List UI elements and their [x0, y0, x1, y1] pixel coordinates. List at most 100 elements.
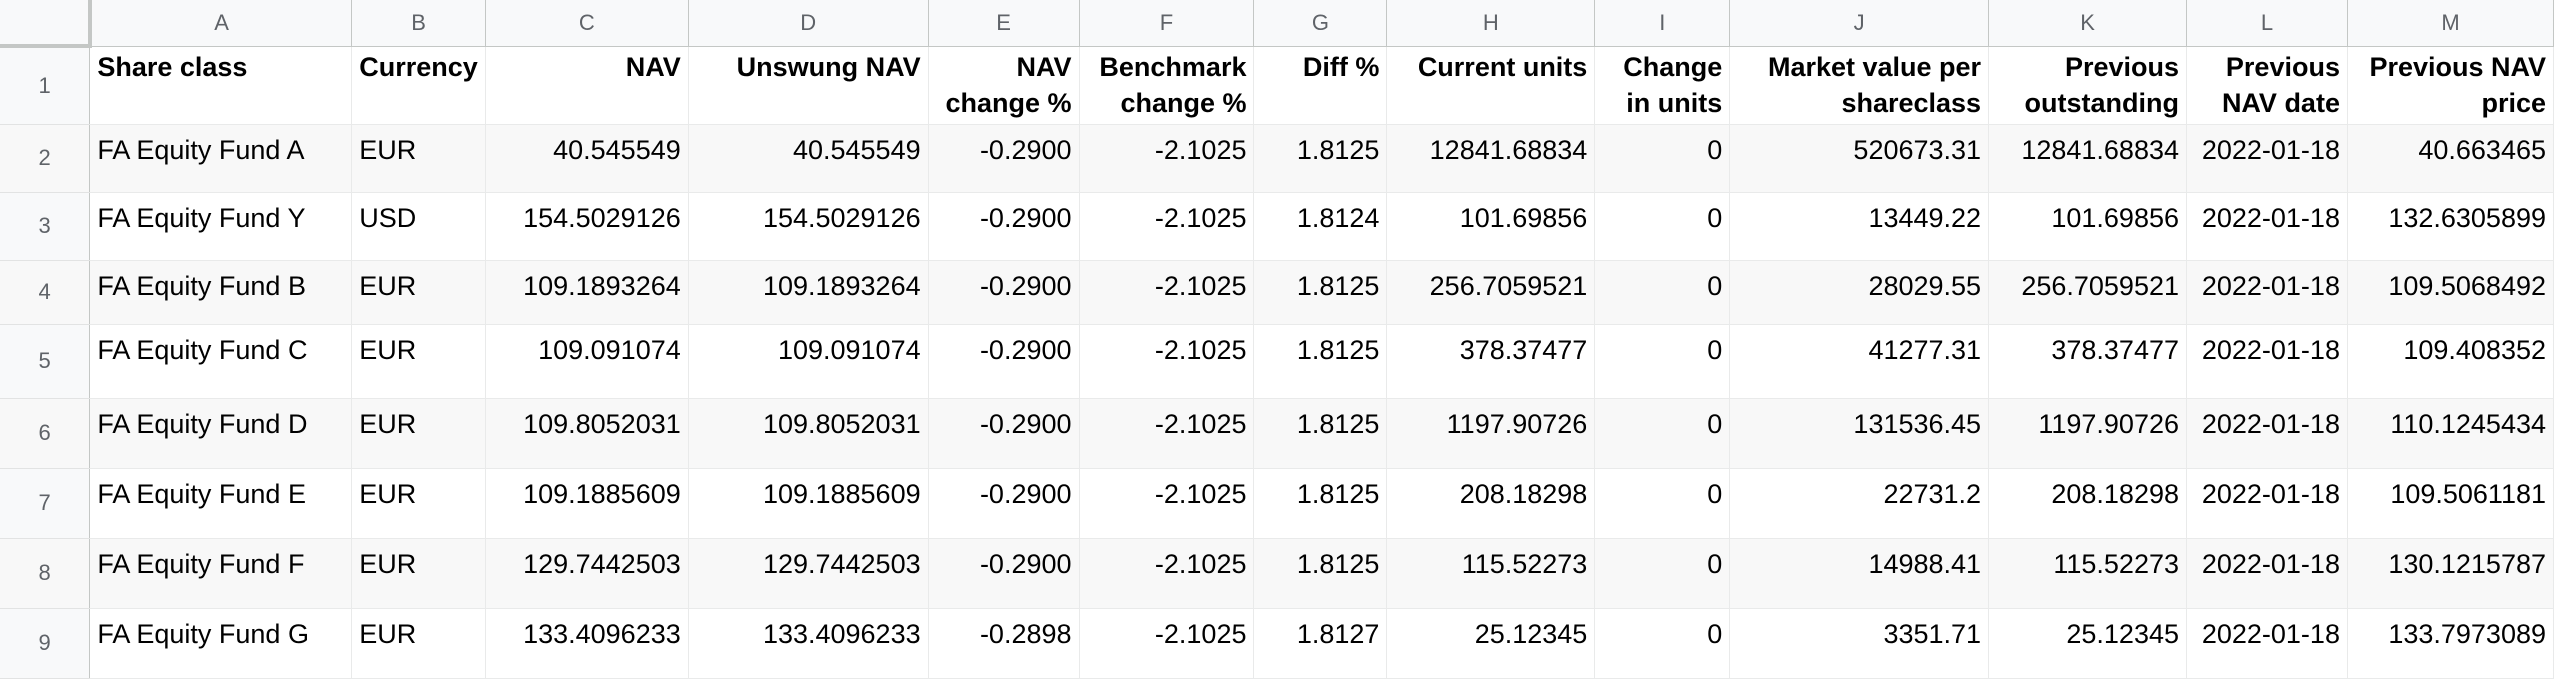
cell[interactable]: 12841.68834 — [1386, 124, 1596, 193]
cell[interactable]: Previous NAV date — [2186, 46, 2348, 125]
select-all-corner[interactable] — [0, 0, 92, 48]
cell[interactable]: 2022-01-18 — [2186, 608, 2348, 679]
cell[interactable]: NAV change % — [928, 46, 1080, 125]
cell[interactable]: 2022-01-18 — [2186, 192, 2348, 261]
cell[interactable]: 129.7442503 — [485, 538, 689, 609]
cell[interactable]: 12841.68834 — [1988, 124, 2187, 193]
cell[interactable]: 28029.55 — [1729, 260, 1990, 325]
cell[interactable]: 109.5061181 — [2347, 468, 2554, 539]
row-number[interactable]: 3 — [0, 192, 91, 261]
cell[interactable]: -2.1025 — [1079, 324, 1255, 399]
column-header[interactable]: K — [1988, 0, 2187, 47]
cell[interactable]: 2022-01-18 — [2186, 260, 2348, 325]
column-header[interactable]: M — [2347, 0, 2554, 47]
cell[interactable]: 25.12345 — [1386, 608, 1596, 679]
cell[interactable]: 130.1215787 — [2347, 538, 2554, 609]
cell[interactable]: 0 — [1594, 124, 1731, 193]
cell[interactable]: EUR — [351, 260, 486, 325]
cell[interactable]: Previous outstanding — [1988, 46, 2187, 125]
cell[interactable]: -0.2900 — [928, 124, 1080, 193]
cell[interactable]: -2.1025 — [1079, 468, 1255, 539]
row-number[interactable]: 4 — [0, 260, 91, 325]
cell[interactable]: EUR — [351, 124, 486, 193]
cell[interactable]: -2.1025 — [1079, 538, 1255, 609]
cell[interactable]: Diff % — [1253, 46, 1388, 125]
cell[interactable]: NAV — [485, 46, 689, 125]
cell[interactable]: EUR — [351, 608, 486, 679]
cell[interactable]: Previous NAV price — [2347, 46, 2554, 125]
cell[interactable]: 256.7059521 — [1988, 260, 2187, 325]
cell[interactable]: 25.12345 — [1988, 608, 2187, 679]
row-number[interactable]: 9 — [0, 608, 91, 679]
column-header[interactable]: H — [1386, 0, 1596, 47]
cell[interactable]: USD — [351, 192, 486, 261]
cell[interactable]: 132.6305899 — [2347, 192, 2554, 261]
cell[interactable]: 115.52273 — [1988, 538, 2187, 609]
cell[interactable]: FA Equity Fund A — [89, 124, 353, 193]
cell[interactable]: 109.091074 — [688, 324, 929, 399]
row-number[interactable]: 8 — [0, 538, 91, 609]
cell[interactable]: 208.18298 — [1988, 468, 2187, 539]
cell[interactable]: 208.18298 — [1386, 468, 1596, 539]
cell[interactable]: Share class — [89, 46, 353, 125]
cell[interactable]: FA Equity Fund B — [89, 260, 353, 325]
cell[interactable]: 133.4096233 — [485, 608, 689, 679]
cell[interactable]: 133.4096233 — [688, 608, 929, 679]
cell[interactable]: 109.1893264 — [485, 260, 689, 325]
cell[interactable]: 0 — [1594, 468, 1731, 539]
column-header[interactable]: F — [1079, 0, 1255, 47]
column-header[interactable]: D — [688, 0, 929, 47]
column-header[interactable]: E — [928, 0, 1080, 47]
cell[interactable]: -2.1025 — [1079, 124, 1255, 193]
column-header[interactable]: I — [1594, 0, 1731, 47]
cell[interactable]: -0.2900 — [928, 398, 1080, 469]
column-header[interactable]: G — [1253, 0, 1388, 47]
row-number[interactable]: 6 — [0, 398, 91, 469]
cell[interactable]: 109.1893264 — [688, 260, 929, 325]
cell[interactable]: 3351.71 — [1729, 608, 1990, 679]
row-number[interactable]: 7 — [0, 468, 91, 539]
cell[interactable]: 1.8124 — [1253, 192, 1388, 261]
cell[interactable]: -0.2900 — [928, 324, 1080, 399]
cell[interactable]: Market value per shareclass — [1729, 46, 1990, 125]
cell[interactable]: FA Equity Fund C — [89, 324, 353, 399]
cell[interactable]: 1.8127 — [1253, 608, 1388, 679]
cell[interactable]: 110.1245434 — [2347, 398, 2554, 469]
cell[interactable]: 41277.31 — [1729, 324, 1990, 399]
cell[interactable]: -2.1025 — [1079, 192, 1255, 261]
cell[interactable]: -0.2900 — [928, 192, 1080, 261]
cell[interactable]: 109.8052031 — [485, 398, 689, 469]
cell[interactable]: 109.1885609 — [485, 468, 689, 539]
cell[interactable]: 109.091074 — [485, 324, 689, 399]
cell[interactable]: -0.2900 — [928, 468, 1080, 539]
cell[interactable]: 1.8125 — [1253, 324, 1388, 399]
cell[interactable]: 1.8125 — [1253, 398, 1388, 469]
cell[interactable]: EUR — [351, 468, 486, 539]
cell[interactable]: 129.7442503 — [688, 538, 929, 609]
cell[interactable]: Currency — [351, 46, 486, 125]
cell[interactable]: 2022-01-18 — [2186, 538, 2348, 609]
column-header[interactable]: C — [485, 0, 689, 47]
cell[interactable]: -0.2900 — [928, 260, 1080, 325]
cell[interactable]: Unswung NAV — [688, 46, 929, 125]
column-header[interactable]: J — [1729, 0, 1990, 47]
cell[interactable]: FA Equity Fund Y — [89, 192, 353, 261]
cell[interactable]: 101.69856 — [1386, 192, 1596, 261]
cell[interactable]: 378.37477 — [1988, 324, 2187, 399]
cell[interactable]: EUR — [351, 538, 486, 609]
cell[interactable]: FA Equity Fund E — [89, 468, 353, 539]
cell[interactable]: 40.545549 — [485, 124, 689, 193]
cell[interactable]: 1.8125 — [1253, 468, 1388, 539]
cell[interactable]: 40.545549 — [688, 124, 929, 193]
cell[interactable]: 154.5029126 — [688, 192, 929, 261]
cell[interactable]: EUR — [351, 324, 486, 399]
cell[interactable]: Current units — [1386, 46, 1596, 125]
cell[interactable]: 40.663465 — [2347, 124, 2554, 193]
cell[interactable]: 115.52273 — [1386, 538, 1596, 609]
cell[interactable]: -0.2900 — [928, 538, 1080, 609]
cell[interactable]: 520673.31 — [1729, 124, 1990, 193]
cell[interactable]: FA Equity Fund G — [89, 608, 353, 679]
cell[interactable]: 2022-01-18 — [2186, 124, 2348, 193]
cell[interactable]: 1.8125 — [1253, 260, 1388, 325]
cell[interactable]: 1197.90726 — [1988, 398, 2187, 469]
